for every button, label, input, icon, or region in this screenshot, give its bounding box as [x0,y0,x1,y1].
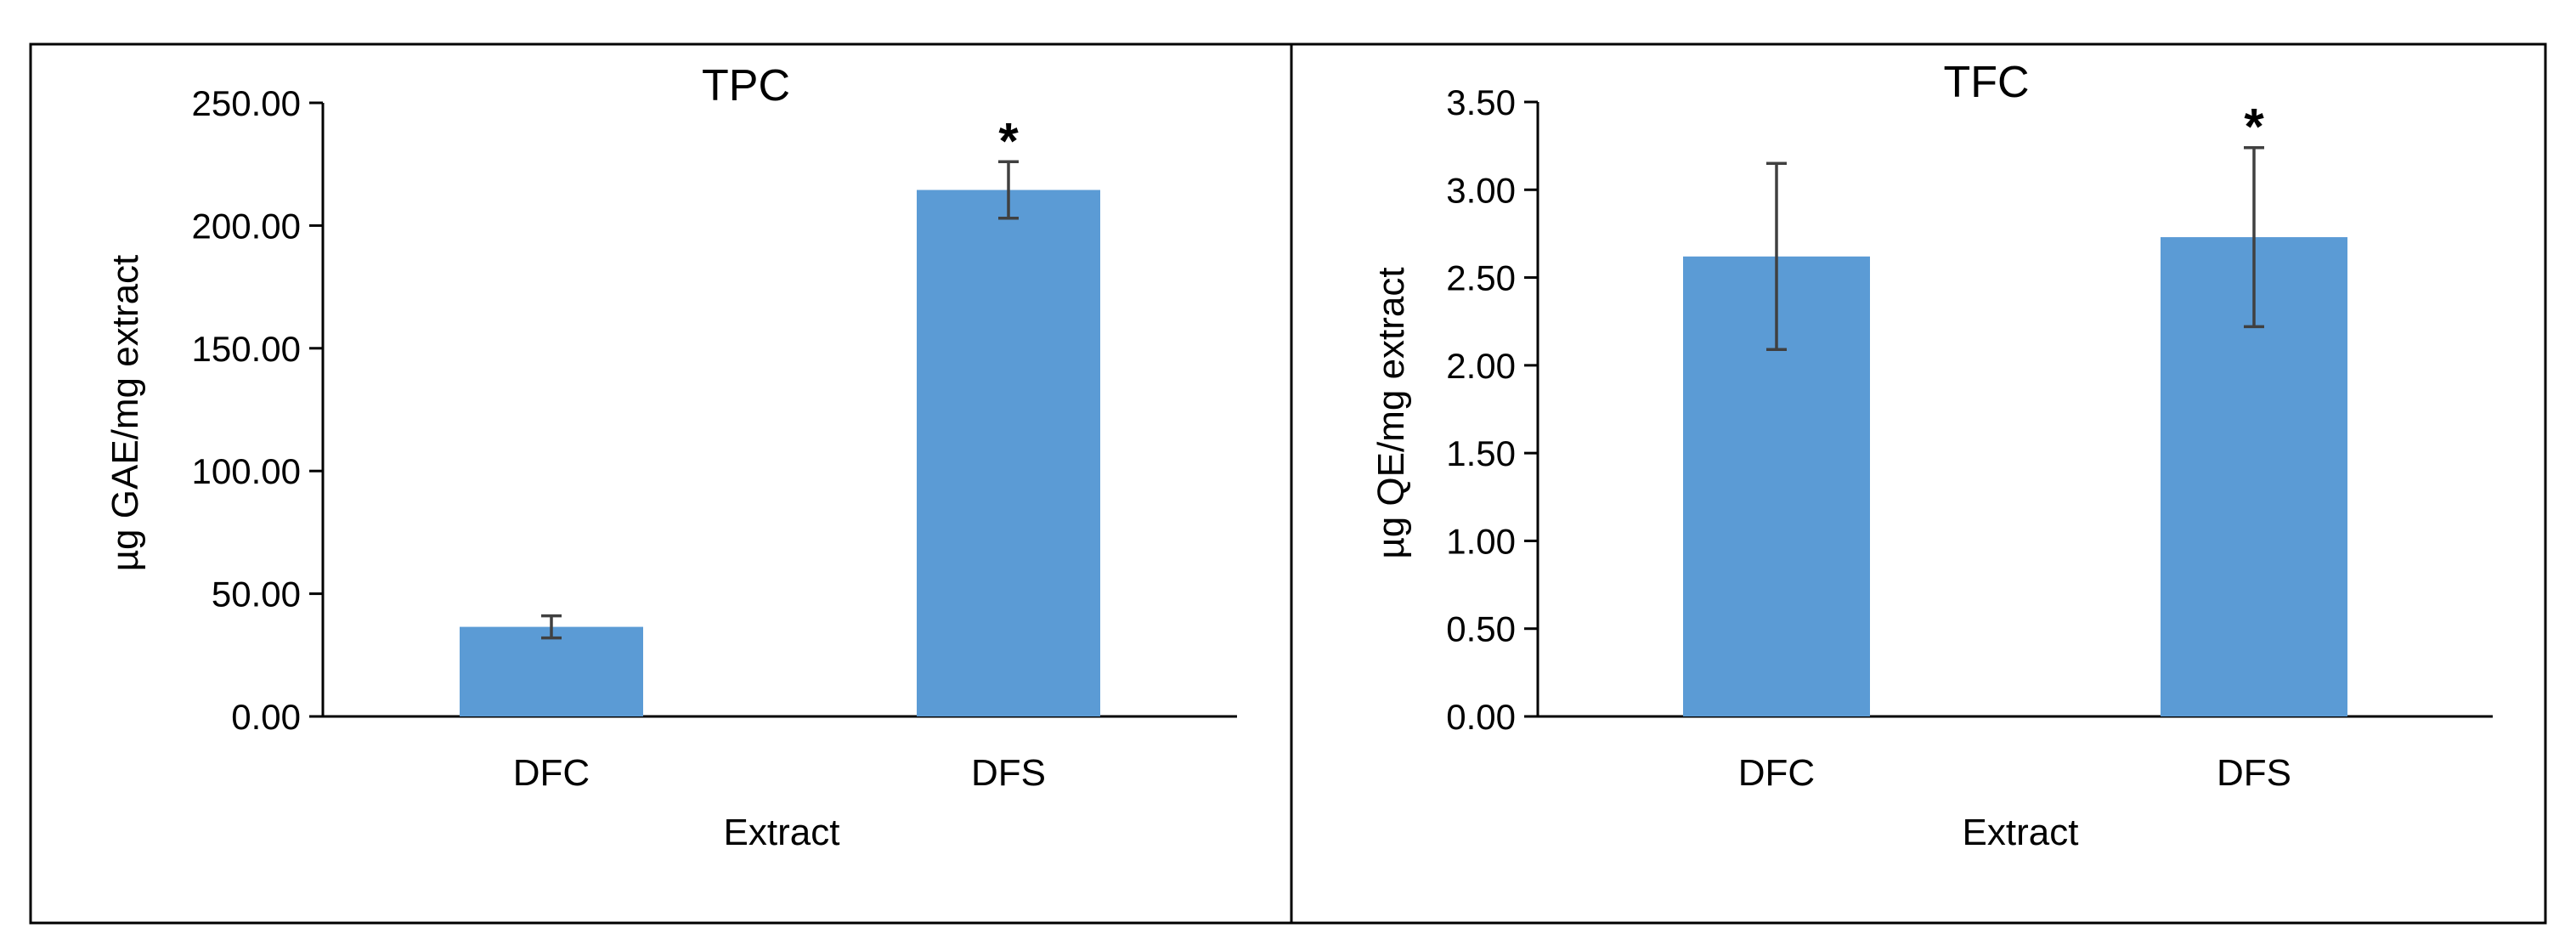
x-axis-title-tfc: Extract [1963,812,2079,853]
x-tick-label-dfs: DFS [971,752,1046,794]
y-tick-label: 250.00 [192,83,301,123]
bar-dfs-tpc [917,190,1100,717]
y-tick-label: 150.00 [192,329,301,369]
chart-title-tfc: TFC [1943,58,2029,107]
y-tick-label: 1.00 [1446,521,1516,561]
y-axis-group-tfc: 0.00 0.50 1.00 1.50 2.00 2.50 3.00 3.50 [1446,82,1539,737]
chart-panel-tfc: TFC 0.00 0.50 1.00 1.50 2.00 2.50 3.00 3.50 DFC… [1290,42,2547,925]
y-axis-group-tpc: 0.00 50.00 100.00 150.00 200.00 250.00 [192,83,325,737]
y-tick-label: 100.00 [192,451,301,491]
x-tick-label-dfc: DFC [1738,752,1815,794]
bars-group-tfc: * [1683,99,2347,717]
y-tick-label: 50.00 [212,575,301,614]
x-tick-label-dfc: DFC [513,752,590,794]
y-tick-label: 200.00 [192,206,301,246]
bar-dfc-tpc [460,626,643,716]
chart-title-tpc: TPC [702,61,790,110]
significance-mark: * [2244,99,2264,156]
chart-panel-tpc: TPC 0.00 50.00 100.00 150.00 200.00 250.00 DF… [29,42,1293,925]
panel-frame-tfc [1290,42,2547,925]
y-tick-label: 1.50 [1446,433,1516,473]
y-axis-title-tpc: µg GAE/mg extract [105,255,146,572]
x-tick-label-dfs: DFS [2217,752,2291,794]
significance-mark: * [998,112,1019,169]
y-tick-label: 3.50 [1446,82,1516,122]
y-tick-label: 2.50 [1446,258,1516,298]
x-axis-title-tpc: Extract [724,812,840,853]
bars-group-tpc: * [460,112,1100,717]
y-tick-label: 0.00 [231,697,301,737]
y-tick-label: 0.00 [1446,697,1516,737]
y-axis-title-tfc: µg QE/mg extract [1370,267,1412,558]
y-tick-label: 2.00 [1446,346,1516,386]
y-tick-label: 0.50 [1446,609,1516,649]
y-tick-label: 3.00 [1446,170,1516,210]
